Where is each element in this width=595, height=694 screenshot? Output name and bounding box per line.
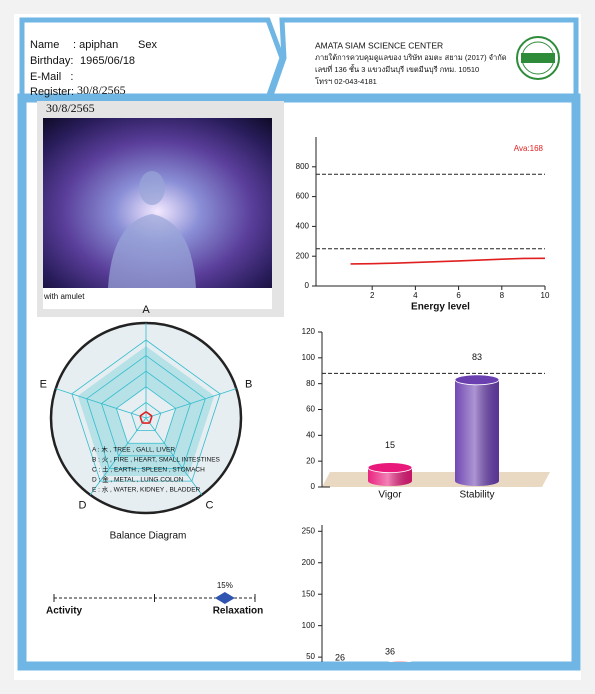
y-tick-label: 120 bbox=[302, 327, 316, 336]
y-tick-label: 200 bbox=[296, 251, 310, 260]
radar-edge bbox=[139, 411, 147, 417]
radar-spoke bbox=[89, 417, 147, 496]
x-tick-label: 2 bbox=[370, 291, 375, 300]
y-tick-label: 0 bbox=[305, 281, 310, 290]
value-label: 15% bbox=[217, 581, 233, 590]
axis-label: E bbox=[40, 379, 47, 391]
cylinder-top bbox=[367, 462, 413, 474]
slider-marker bbox=[214, 592, 235, 604]
company-line: เลขที่ 136 ชั้น 3 แขวงมีนบุรี เขตมีนบุรี… bbox=[315, 64, 479, 74]
axis-label: B bbox=[245, 379, 252, 391]
photo-caption: with amulet bbox=[43, 292, 85, 301]
value-label: 15 bbox=[385, 440, 395, 450]
cylinder-shade bbox=[455, 379, 499, 486]
register-label: Register: bbox=[30, 86, 74, 98]
x-tick-label: Vigor bbox=[378, 490, 402, 501]
x-tick-label: 10 bbox=[541, 291, 550, 300]
radar-edge bbox=[148, 415, 153, 424]
radar-ring bbox=[71, 339, 221, 482]
y-tick-label: 20 bbox=[306, 456, 315, 465]
birthday-value: 1965/06/18 bbox=[80, 55, 135, 67]
company-name: AMATA SIAM SCIENCE CENTER bbox=[315, 40, 443, 50]
axis-label: A bbox=[142, 304, 150, 316]
radar-ring bbox=[101, 370, 191, 457]
legend-note: A : 木 , TREE , GALL, LIVER bbox=[92, 445, 175, 454]
y-tick-label: 150 bbox=[302, 589, 316, 598]
floor bbox=[322, 472, 550, 487]
chart-title: Balance Diagram bbox=[110, 531, 187, 542]
radar-edge bbox=[139, 415, 144, 424]
radar-edge bbox=[145, 411, 153, 417]
x-tick-label: 6 bbox=[456, 291, 461, 300]
y-tick-label: 800 bbox=[296, 162, 310, 171]
legend-note: E : 水 , WATER, KIDNEY , BLADDER bbox=[92, 485, 201, 494]
radar-spoke bbox=[55, 388, 147, 419]
x-tick-label: Stability bbox=[459, 490, 494, 501]
value-label: 36 bbox=[385, 646, 395, 656]
email-label: E-Mail : bbox=[30, 71, 73, 83]
content-frame bbox=[17, 93, 581, 671]
slider-left-label: Activity bbox=[46, 606, 83, 617]
axis-label: C bbox=[206, 499, 214, 511]
radar-spoke bbox=[145, 388, 237, 419]
legend-note: B : 火 , FIRE , HEART, SMALL INTESTINES bbox=[92, 457, 221, 464]
energy-line bbox=[350, 257, 546, 265]
y-tick-label: 40 bbox=[306, 430, 315, 439]
logo bbox=[516, 36, 560, 80]
register-value: 30/8/2565 bbox=[77, 83, 126, 97]
y-tick-label: 200 bbox=[302, 558, 316, 567]
photo-date: 30/8/2565 bbox=[46, 101, 95, 115]
x-tick-label: 4 bbox=[413, 291, 418, 300]
company-line: ภายใต้การควบคุมดูแลของ บริษัท อมตะ สยาม … bbox=[315, 53, 507, 62]
x-tick-label: 8 bbox=[500, 291, 505, 300]
legend-note: D : 金 , METAL , LUNG COLON bbox=[92, 475, 184, 484]
cylinder-chart bbox=[321, 525, 413, 662]
birthday-label: Birthday: bbox=[30, 55, 73, 67]
y-tick-label: 400 bbox=[296, 222, 310, 231]
y-tick-label: 80 bbox=[306, 379, 315, 388]
radar-ring bbox=[86, 355, 206, 469]
value-label: 26 bbox=[335, 653, 345, 663]
cylinder-top bbox=[387, 660, 413, 662]
y-tick-label: 60 bbox=[306, 405, 315, 414]
y-tick-label: 0 bbox=[311, 482, 316, 491]
company-line: โทรฯ 02-043-4181 bbox=[315, 77, 377, 86]
silhouette bbox=[108, 171, 196, 288]
radar-ring bbox=[115, 386, 177, 444]
radar-ring bbox=[130, 401, 162, 432]
y-tick-label: 100 bbox=[302, 353, 316, 362]
slider-right-label: Relaxation bbox=[213, 606, 264, 617]
axis-label: D bbox=[79, 499, 87, 511]
y-tick-label: 250 bbox=[302, 526, 316, 535]
y-tick-label: 600 bbox=[296, 192, 310, 201]
cylinder-top bbox=[454, 374, 500, 386]
cylinder-chart bbox=[321, 332, 550, 488]
y-tick-label: 100 bbox=[302, 621, 316, 630]
radar-spoke bbox=[145, 417, 203, 496]
value-label: 83 bbox=[472, 352, 482, 362]
legend-note: C : 土 , EARTH , SPLEEN , STOMACH bbox=[92, 465, 205, 474]
name-label: Name bbox=[30, 39, 59, 51]
caption-strip bbox=[43, 288, 272, 309]
x-axis-label: Energy level bbox=[411, 302, 470, 313]
average-annotation: Ava:168 bbox=[514, 144, 544, 153]
name-value: : apiphan bbox=[73, 39, 118, 51]
y-tick-label: 50 bbox=[306, 652, 315, 661]
sex-label: Sex bbox=[138, 39, 157, 51]
